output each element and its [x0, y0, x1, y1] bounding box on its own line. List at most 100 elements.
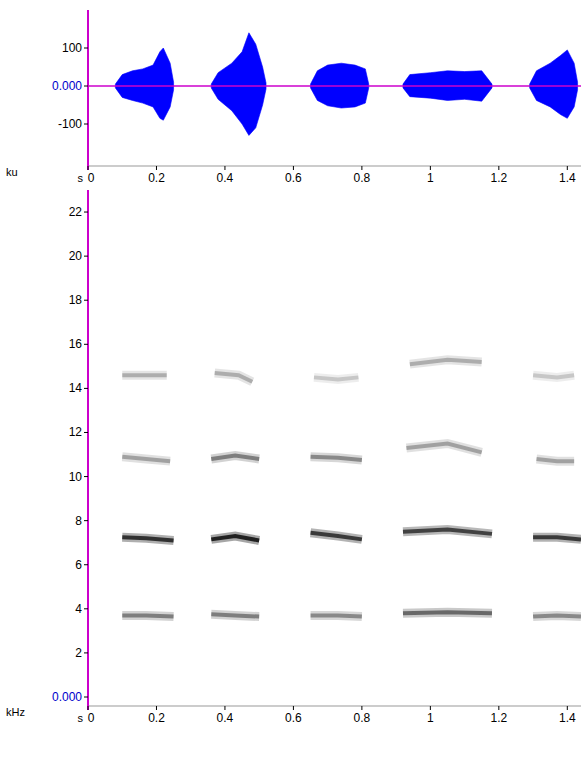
x-tick-label: 0 [88, 171, 95, 185]
harmonic-halo [311, 457, 362, 460]
y-tick-label: 12 [69, 425, 83, 439]
y-tick [84, 212, 88, 213]
harmonic-trace [122, 457, 170, 461]
x-tick [498, 166, 499, 170]
x-tick [567, 166, 568, 170]
waveform-envelope [115, 48, 173, 86]
harmonic-trace [314, 377, 359, 379]
x-tick-label: 1.2 [490, 711, 507, 725]
y-tick [84, 388, 88, 389]
waveform-envelope [530, 50, 578, 86]
waveform-envelope [403, 86, 492, 101]
y-axis-line [87, 190, 89, 710]
y-tick-label: 18 [69, 293, 83, 307]
waveform-envelope [211, 86, 266, 135]
y-tick [84, 124, 88, 125]
harmonic-halo [533, 615, 581, 616]
y-tick-label: 14 [69, 381, 83, 395]
x-tick-label: 1.4 [559, 711, 576, 725]
harmonic-halo [211, 536, 259, 540]
harmonic-halo [122, 615, 173, 616]
x-tick-label: 1.4 [559, 171, 576, 185]
y-tick-label: 0.000 [52, 79, 82, 93]
harmonic-trace [311, 457, 362, 460]
y-tick-label: 4 [75, 602, 82, 616]
x-tick-label: 0.6 [285, 711, 302, 725]
zero-line [88, 85, 581, 87]
y-tick-label: 20 [69, 249, 83, 263]
y-tick [84, 608, 88, 609]
waveform-envelope [403, 71, 492, 86]
x-tick [498, 706, 499, 710]
x-tick-label: 1 [427, 711, 434, 725]
x-tick [224, 706, 225, 710]
y-tick-label: 10 [69, 470, 83, 484]
x-tick [156, 706, 157, 710]
y-tick [84, 476, 88, 477]
harmonic-halo [122, 457, 170, 461]
harmonic-trace [406, 444, 481, 453]
harmonic-halo [122, 371, 167, 380]
harmonic-halo [536, 459, 574, 461]
y-tick-label: 2 [75, 646, 82, 660]
x-tick [88, 166, 89, 170]
waveform-envelope [530, 86, 578, 118]
harmonic-halo [311, 533, 362, 540]
y-tick [84, 697, 88, 698]
harmonic-trace [533, 615, 581, 616]
harmonic-halo [403, 529, 492, 533]
harmonic-halo [533, 537, 581, 539]
x-tick-label: 0.4 [217, 711, 234, 725]
y-tick [84, 86, 88, 87]
waveform-envelope [115, 86, 173, 120]
x-axis-line [88, 166, 581, 167]
x-tick-label: 1.2 [490, 171, 507, 185]
x-tick [224, 166, 225, 170]
y-axis-title: ku [6, 166, 18, 178]
plot-area [122, 360, 581, 617]
harmonic-trace [410, 360, 482, 364]
x-tick-label: 0.2 [148, 711, 165, 725]
x-tick [361, 166, 362, 170]
harmonic-halo [211, 614, 259, 616]
harmonic-trace [211, 536, 259, 540]
harmonic-halo [311, 615, 362, 616]
harmonic-halo [406, 444, 481, 453]
y-axis-title: kHz [6, 706, 25, 718]
harmonic-halo [215, 373, 253, 382]
y-tick-label: 22 [69, 205, 83, 219]
plot-area [115, 33, 577, 136]
x-tick-label: 0.8 [354, 171, 371, 185]
harmonic-halo [533, 375, 574, 377]
harmonic-halo [314, 377, 359, 379]
harmonic-trace [122, 537, 173, 540]
waveform-envelope [311, 63, 369, 86]
harmonic-trace [211, 456, 259, 459]
y-tick [84, 652, 88, 653]
y-tick-label: 100 [62, 41, 82, 55]
chart: -1000.00010000.20.40.60.811.21.4sku0.000… [0, 0, 587, 763]
harmonic-trace [536, 459, 574, 461]
harmonic-trace [215, 373, 253, 382]
y-tick [84, 564, 88, 565]
x-tick [156, 166, 157, 170]
harmonic-trace [122, 373, 167, 377]
x-axis-line [88, 706, 581, 707]
x-tick [293, 166, 294, 170]
harmonic-trace [403, 529, 492, 533]
y-tick [84, 344, 88, 345]
x-tick-label: 0.4 [217, 171, 234, 185]
harmonic-halo [122, 537, 173, 540]
x-axis-title: s [78, 172, 84, 184]
harmonic-halo [211, 456, 259, 459]
waveform-envelope [311, 86, 369, 108]
x-tick-label: 0.2 [148, 171, 165, 185]
harmonic-halo [403, 612, 492, 613]
waveform-envelope [211, 33, 266, 86]
x-tick-label: 0 [88, 711, 95, 725]
harmonic-trace [311, 533, 362, 540]
harmonic-trace [533, 537, 581, 539]
y-tick [84, 300, 88, 301]
x-tick [430, 706, 431, 710]
y-tick [84, 520, 88, 521]
